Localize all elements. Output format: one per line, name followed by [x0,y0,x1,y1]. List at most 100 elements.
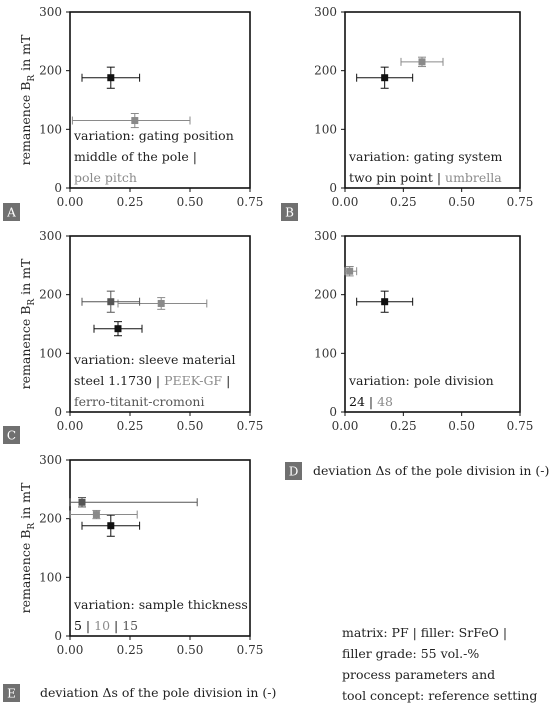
annotation-segment: | [189,149,201,164]
x-tick-label: 0.00 [332,195,359,209]
footnote-line-4: tool concept: reference setting [342,688,537,703]
data-point [356,290,414,313]
y-tick-label: 0 [54,405,62,419]
annotation-segment: | [365,394,377,409]
annotation-line: middle of the pole | [74,149,201,164]
annotation-segment: ferro-titanit-cromoni [74,394,204,409]
annotation-line: variation: pole division [348,373,494,388]
panel-badge-box [3,684,20,702]
y-tick-label: 300 [39,229,62,243]
x-tick-label: 0.25 [117,195,144,209]
annotation-segment: 15 [122,618,138,633]
x-tick-label: 0.25 [117,643,144,657]
footnote: matrix: PF | filler: SrFeO | filler grad… [342,625,537,703]
annotation-segment: variation: gating position [73,128,234,143]
x-tick-label: 0.50 [448,195,475,209]
annotation-segment: variation: gating system [348,149,503,164]
y-tick-label: 300 [314,229,337,243]
annotation-segment: 48 [377,394,393,409]
plot-frame [344,11,521,189]
annotation-line: variation: sleeve material [73,352,236,367]
square-marker [418,58,426,66]
y-tick-label: 0 [54,181,62,195]
square-marker [381,298,389,306]
annotation-segment: | [222,373,234,388]
data-point [81,290,141,313]
panel-badge-letter: A [6,206,16,220]
panel-badge: E [3,684,20,702]
annotation-line: ferro-titanit-cromoni [74,394,204,409]
annotation-line: two pin point | umbrella [349,170,502,185]
y-tick-label: 200 [314,288,337,302]
data-point [69,509,138,520]
square-marker [78,498,86,506]
y-tick-label: 300 [39,5,62,19]
annotation-segment: variation: pole division [348,373,494,388]
annotation-segment: 5 [74,618,82,633]
x-axis-label-e: deviation Δs of the pole division in (-) [40,685,276,700]
y-tick-label: 100 [39,346,62,360]
square-marker [107,74,115,82]
footnote-line-3: process parameters and [342,667,495,682]
panel-d: 0 100 200 300 0.00 0.25 0.50 0.75 variation: pol… [285,229,533,480]
panel-badge-box [3,203,20,221]
annotation-line: variation: gating system [348,149,503,164]
panel-badge: B [281,203,298,221]
x-tick-label: 0.25 [117,419,144,433]
panel-badge: A [3,203,20,221]
footnote-line-2: filler grade: 55 vol.-% [342,646,479,661]
data-point [344,266,358,277]
square-marker [107,522,115,530]
y-tick-label: 0 [329,181,337,195]
x-axis-label-d: deviation Δs of the pole division in (-) [313,463,549,478]
y-tick-label: 200 [39,512,62,526]
footnote-line-1: matrix: PF | filler: SrFeO | [342,625,507,640]
annotation-segment: steel 1.1730 [74,373,152,388]
annotation-segment: | [110,618,122,633]
x-tick-label: 0.00 [332,419,359,433]
annotation-segment: variation: sleeve material [73,352,236,367]
annotation-segment: umbrella [445,170,502,185]
plot-frame [69,459,251,637]
data-point [81,66,141,89]
square-marker [92,511,100,519]
square-marker [107,298,115,306]
x-tick-label: 0.00 [57,419,84,433]
x-tick-label: 0.25 [390,195,417,209]
annotation-segment: 10 [94,618,110,633]
panel-badge-box [285,462,302,480]
annotation-segment: two pin point [349,170,433,185]
x-tick-label: 0.25 [390,419,417,433]
annotation-segment: variation: sample thickness [73,597,248,612]
panel-e: 0 100 200 300 0.00 0.25 0.50 0.75 remanence BR i… [3,453,263,702]
square-marker [346,267,354,275]
y-tick-label: 200 [314,64,337,78]
panel-a: 0 100 200 300 0.00 0.25 0.50 0.75 remanence BR i… [3,5,263,221]
x-tick-label: 0.50 [177,195,204,209]
y-tick-label: 100 [314,122,337,136]
x-tick-label: 0.75 [237,643,264,657]
x-tick-label: 0.75 [507,195,534,209]
plot-frame [69,11,251,189]
square-marker [157,299,165,307]
plot-frame [69,235,251,413]
y-tick-label: 0 [329,405,337,419]
x-tick-label: 0.75 [507,419,534,433]
y-axis-label: remanence BR in mT [18,482,37,613]
panel-badge: C [3,426,20,444]
y-tick-label: 100 [39,570,62,584]
data-point [71,112,191,129]
annotation-line: 5 | 10 | 15 [74,618,138,633]
annotation-line: variation: sample thickness [73,597,248,612]
panel-badge: D [285,462,302,480]
square-marker [131,117,139,125]
panel-badge-box [3,426,20,444]
data-point [117,297,208,310]
data-point [69,497,198,508]
data-point [81,514,141,537]
panel-badge-letter: D [289,465,299,479]
y-axis-label: remanence BR in mT [18,258,37,389]
y-tick-label: 200 [39,288,62,302]
x-tick-label: 0.00 [57,195,84,209]
